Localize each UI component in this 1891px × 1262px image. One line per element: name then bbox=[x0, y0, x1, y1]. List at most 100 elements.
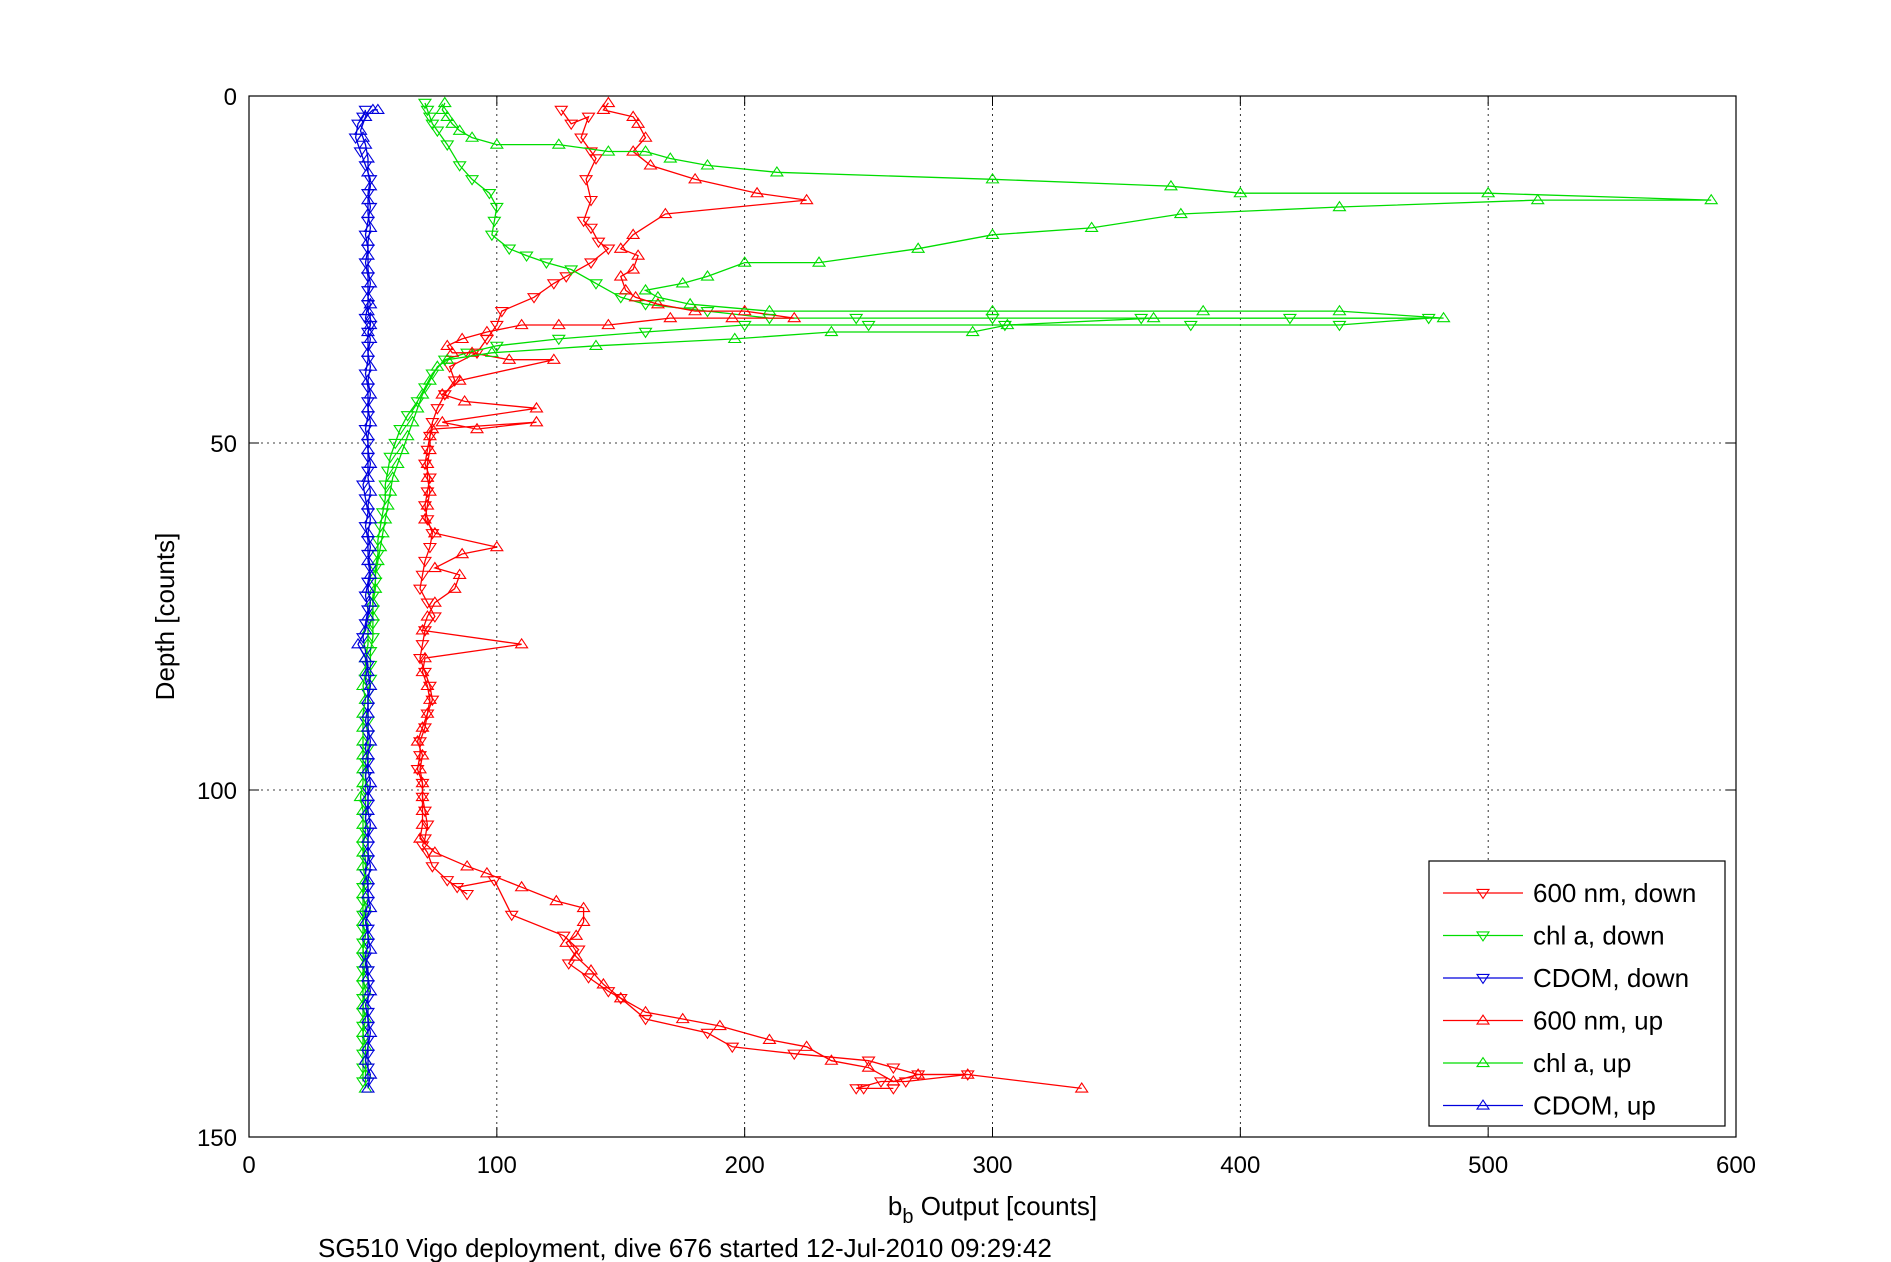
data-point-chl-a-up bbox=[1084, 221, 1099, 233]
data-point-chl-a-down bbox=[861, 320, 876, 332]
data-point-chl-a-up bbox=[683, 297, 698, 309]
data-point-cdom-up bbox=[360, 693, 375, 704]
series-line-chl-a-up bbox=[359, 102, 1712, 1089]
legend-swatch-marker bbox=[1475, 973, 1491, 985]
data-point-chl-a-down bbox=[430, 126, 445, 138]
legend-entry-600-nm-up: 600 nm, up bbox=[1443, 1006, 1663, 1036]
data-point-600-nm-down bbox=[415, 570, 430, 582]
legend-entry-600-nm-down: 600 nm, down bbox=[1443, 878, 1696, 908]
data-point-cdom-up bbox=[358, 623, 373, 635]
plot-area bbox=[348, 96, 1719, 1095]
data-point-600-nm-up bbox=[415, 748, 430, 760]
data-point-chl-a-down bbox=[489, 202, 504, 214]
legend-label: CDOM, down bbox=[1533, 963, 1689, 993]
data-point-chl-a-down bbox=[502, 244, 517, 256]
data-point-cdom-up bbox=[363, 297, 378, 309]
data-point-600-nm-up bbox=[412, 832, 428, 843]
data-point-600-nm-down bbox=[415, 640, 430, 651]
data-point-600-nm-up bbox=[638, 1005, 653, 1017]
data-point-600-nm-down bbox=[861, 1056, 876, 1068]
data-point-chl-a-up bbox=[440, 353, 455, 364]
data-point-600-nm-up bbox=[601, 318, 616, 330]
data-point-chl-a-up bbox=[430, 360, 445, 371]
data-point-cdom-up bbox=[360, 207, 375, 219]
y-tick-label: 100 bbox=[197, 778, 237, 805]
data-point-cdom-up bbox=[363, 1068, 378, 1079]
data-point-chl-a-down bbox=[489, 341, 504, 353]
legend-entry-chl-a-up: chl a, up bbox=[1443, 1048, 1631, 1078]
data-point-600-nm-up bbox=[658, 207, 673, 219]
data-point-chl-a-down bbox=[452, 161, 467, 172]
data-point-cdom-up bbox=[363, 596, 378, 607]
data-point-600-nm-down bbox=[420, 487, 435, 498]
data-point-chl-a-up bbox=[1332, 304, 1347, 316]
data-point-chl-a-up bbox=[355, 818, 371, 829]
data-point-cdom-up bbox=[358, 138, 373, 149]
data-point-cdom-up bbox=[358, 1054, 373, 1065]
legend-box bbox=[1428, 860, 1726, 1127]
data-point-cdom-up bbox=[360, 748, 375, 760]
data-point-600-nm-up bbox=[422, 485, 437, 496]
data-point-chl-a-up bbox=[663, 152, 678, 163]
data-point-cdom-up bbox=[360, 304, 375, 316]
data-point-cdom-up bbox=[363, 388, 378, 399]
data-point-600-nm-down bbox=[856, 1084, 871, 1095]
data-point-cdom-up bbox=[360, 721, 375, 732]
data-point-cdom-up bbox=[363, 1026, 378, 1038]
data-point-chl-a-up bbox=[762, 304, 777, 316]
data-point-chl-a-up bbox=[1332, 200, 1347, 212]
legend-label: 600 nm, up bbox=[1533, 1006, 1663, 1036]
data-point-600-nm-up bbox=[420, 457, 435, 468]
data-point-600-nm-down bbox=[873, 1077, 889, 1088]
data-point-cdom-up bbox=[360, 790, 375, 802]
data-point-cdom-up bbox=[360, 290, 375, 302]
data-point-chl-a-down bbox=[1183, 320, 1198, 332]
data-point-cdom-up bbox=[351, 637, 366, 649]
data-point-cdom-up bbox=[360, 499, 375, 510]
data-point-600-nm-up bbox=[415, 665, 430, 677]
data-point-cdom-up bbox=[360, 471, 375, 482]
data-point-600-nm-up bbox=[613, 242, 628, 253]
data-point-600-nm-down bbox=[417, 834, 432, 845]
data-point-600-nm-up bbox=[460, 859, 475, 871]
data-point-cdom-up bbox=[355, 131, 371, 142]
data-point-cdom-up bbox=[360, 929, 375, 940]
data-point-600-nm-up bbox=[618, 283, 633, 295]
data-point-600-nm-up bbox=[596, 103, 611, 115]
data-point-chl-a-up bbox=[435, 103, 450, 115]
data-point-600-nm-up bbox=[576, 915, 591, 927]
data-point-chl-a-up bbox=[911, 242, 926, 253]
data-point-cdom-up bbox=[358, 110, 373, 121]
data-point-chl-a-down bbox=[849, 313, 864, 325]
data-point-chl-a-up bbox=[375, 526, 390, 538]
data-point-cdom-up bbox=[360, 873, 375, 885]
data-point-600-nm-down bbox=[412, 584, 428, 596]
data-point-cdom-up bbox=[360, 804, 375, 815]
data-point-chl-a-up bbox=[1233, 186, 1248, 198]
data-point-600-nm-down bbox=[420, 820, 435, 832]
data-point-cdom-up bbox=[360, 443, 375, 455]
x-axis-label: bb Output [counts] bbox=[888, 1191, 1097, 1228]
data-point-cdom-up bbox=[360, 1040, 375, 1051]
x-tick-label: 0 bbox=[242, 1152, 255, 1179]
data-point-chl-a-down bbox=[482, 189, 497, 200]
data-point-600-nm-up bbox=[824, 1054, 839, 1065]
legend-label: chl a, down bbox=[1533, 921, 1665, 951]
data-point-chl-a-up bbox=[355, 679, 371, 691]
data-point-chl-a-up bbox=[465, 131, 480, 142]
data-point-600-nm-up bbox=[529, 401, 544, 413]
data-point-600-nm-down bbox=[579, 175, 594, 186]
data-point-chl-a-up bbox=[638, 145, 653, 156]
data-point-600-nm-up bbox=[427, 526, 442, 538]
data-point-600-nm-up bbox=[479, 325, 494, 337]
data-point-cdom-up bbox=[360, 325, 375, 337]
data-point-cdom-up bbox=[360, 970, 375, 982]
data-point-chl-a-up bbox=[452, 124, 467, 135]
data-point-cdom-up bbox=[360, 1012, 375, 1024]
data-point-600-nm-up bbox=[455, 332, 470, 344]
data-point-600-nm-up bbox=[417, 651, 432, 663]
data-point-cdom-up bbox=[360, 526, 375, 538]
data-point-chl-a-down bbox=[487, 216, 502, 228]
data-point-cdom-up bbox=[363, 179, 378, 191]
data-point-chl-a-up bbox=[1196, 304, 1211, 316]
